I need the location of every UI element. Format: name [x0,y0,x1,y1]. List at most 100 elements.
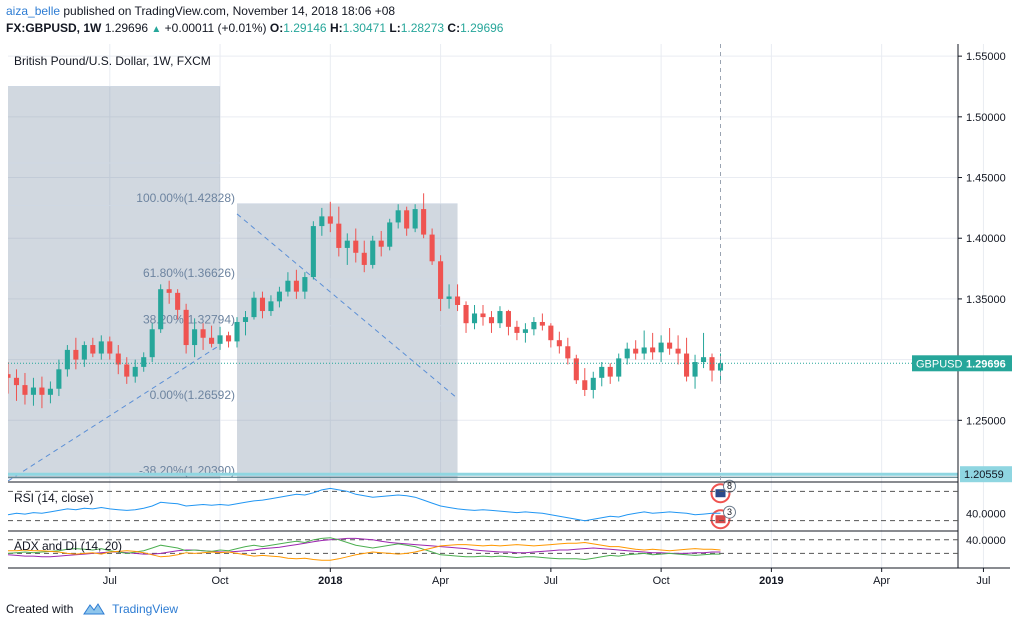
candle-down [684,353,690,377]
close-value: 1.29696 [460,21,504,35]
candle-up [192,329,198,346]
time-tick-label: Jul [103,575,117,587]
price-axis[interactable]: 1.250001.300001.350001.400001.450001.500… [912,44,1012,568]
candle-down [73,349,79,360]
event-count: 3 [727,507,732,517]
candle-down [573,358,579,381]
candle-up [522,329,528,333]
candle-up [624,348,630,359]
candle-down [8,374,11,378]
candle-down [709,357,715,371]
fib-zone-left [8,86,221,479]
candle-up [700,357,707,363]
time-axis[interactable]: Jul Oct 2018 Apr Jul Oct 2019 Apr Jul [8,567,1010,587]
candle-up [98,341,104,354]
candle-up [446,296,452,299]
candle-down [548,325,554,341]
last-price-tag [912,355,1012,372]
last-price-tag-value: 1.29696 [966,358,1006,370]
tradingview-logo-icon [82,603,105,615]
adx-pane[interactable]: 40.0000 [7,530,1006,561]
candle-down [336,223,342,248]
candle-down [166,289,172,293]
published-info: published on TradingView.com, November 1… [60,4,396,18]
candle-down [438,261,444,299]
us-flag-icon-fill [715,515,726,524]
candle-down [361,252,367,265]
time-tick-label: Jul [544,575,558,587]
quote-line: FX:GBPUSD, 1W 1.29696 ▲ +0.00011 (+0.01%… [6,20,503,38]
time-tick-label: 2018 [318,575,342,587]
price-tick-label: 1.45000 [966,173,1006,185]
chart-title: British Pound/U.S. Dollar, 1W, FXCM [14,54,211,68]
last-price-tag-symbol: GBPUSD [916,358,963,370]
time-tick-label: Apr [432,575,449,587]
candle-down [404,210,410,229]
low-value: 1.28273 [400,21,445,35]
rsi-pane[interactable]: 40.0000 [7,481,1006,522]
candle-up [158,289,164,330]
rsi-line [7,487,721,522]
candle-up [81,345,87,360]
event-count-badge [723,505,736,519]
event-count-badge [723,479,736,493]
candle-up [217,335,223,344]
up-arrow-icon: ▲ [151,24,162,35]
high-value: 1.30471 [342,21,387,35]
candle-up [497,311,503,324]
candle-down [514,326,520,333]
level-tag-value: 1.20559 [964,469,1004,481]
candle-down [421,209,427,235]
event-count: 8 [727,481,732,491]
author-link[interactable]: aiza_belle [6,4,61,18]
candle-up [234,321,240,342]
candle-up [149,329,155,358]
candle-down [607,366,613,377]
candle-down [429,234,435,262]
publish-line: aiza_belle published on TradingView.com,… [6,3,503,20]
candle-down [667,342,673,349]
candle-down [115,353,121,365]
adx-title: ADX and DI (14, 20) [14,539,122,553]
trend-line [8,344,221,481]
candle-up [30,387,36,395]
price-change: +0.00011 (+0.01%) [164,21,267,35]
last-price: 1.29696 [104,21,149,35]
fib-level-label: 100.00%(1.42828) [136,191,235,205]
tradingview-link[interactable]: TradingView [112,602,179,616]
footer: Created with TradingView [6,602,178,616]
candle-down [124,364,130,377]
candle-up [395,210,401,223]
candle-down [650,347,656,353]
overlays: 83 [8,44,958,530]
candles [8,193,724,409]
level-tag [960,466,1012,483]
candle-up [641,347,647,354]
candle-up [132,366,138,377]
candle-up [471,313,478,324]
candle-down [225,335,232,342]
close-label: C: [447,21,461,35]
candle-up [276,291,282,302]
candle-down [480,313,486,318]
candle-down [293,280,299,292]
candle-up [56,369,62,389]
candle-down [539,321,545,326]
price-tick-label: 1.50000 [966,112,1006,124]
fib-level-label: 61.80%(1.36626) [143,266,235,280]
adx-level-label: 40.0000 [966,535,1006,547]
adx-series-line [8,541,721,561]
time-tick-label: Oct [653,575,670,587]
candle-down [107,341,113,354]
symbol-label: FX:GBPUSD, 1W [6,21,102,35]
uk-flag-icon-fill [715,489,726,498]
candle-up [658,342,664,353]
candle-down [183,309,189,346]
trend-line [236,213,458,399]
price-chart[interactable]: 100.00%(1.42828) 61.80%(1.36626) 38.20%(1.… [0,40,1018,596]
candle-down [200,329,206,338]
fib-level-label: 38.20%(1.32794) [143,313,235,327]
candle-up [531,321,537,330]
adx-series-line [7,537,721,561]
candle-up [692,362,698,377]
